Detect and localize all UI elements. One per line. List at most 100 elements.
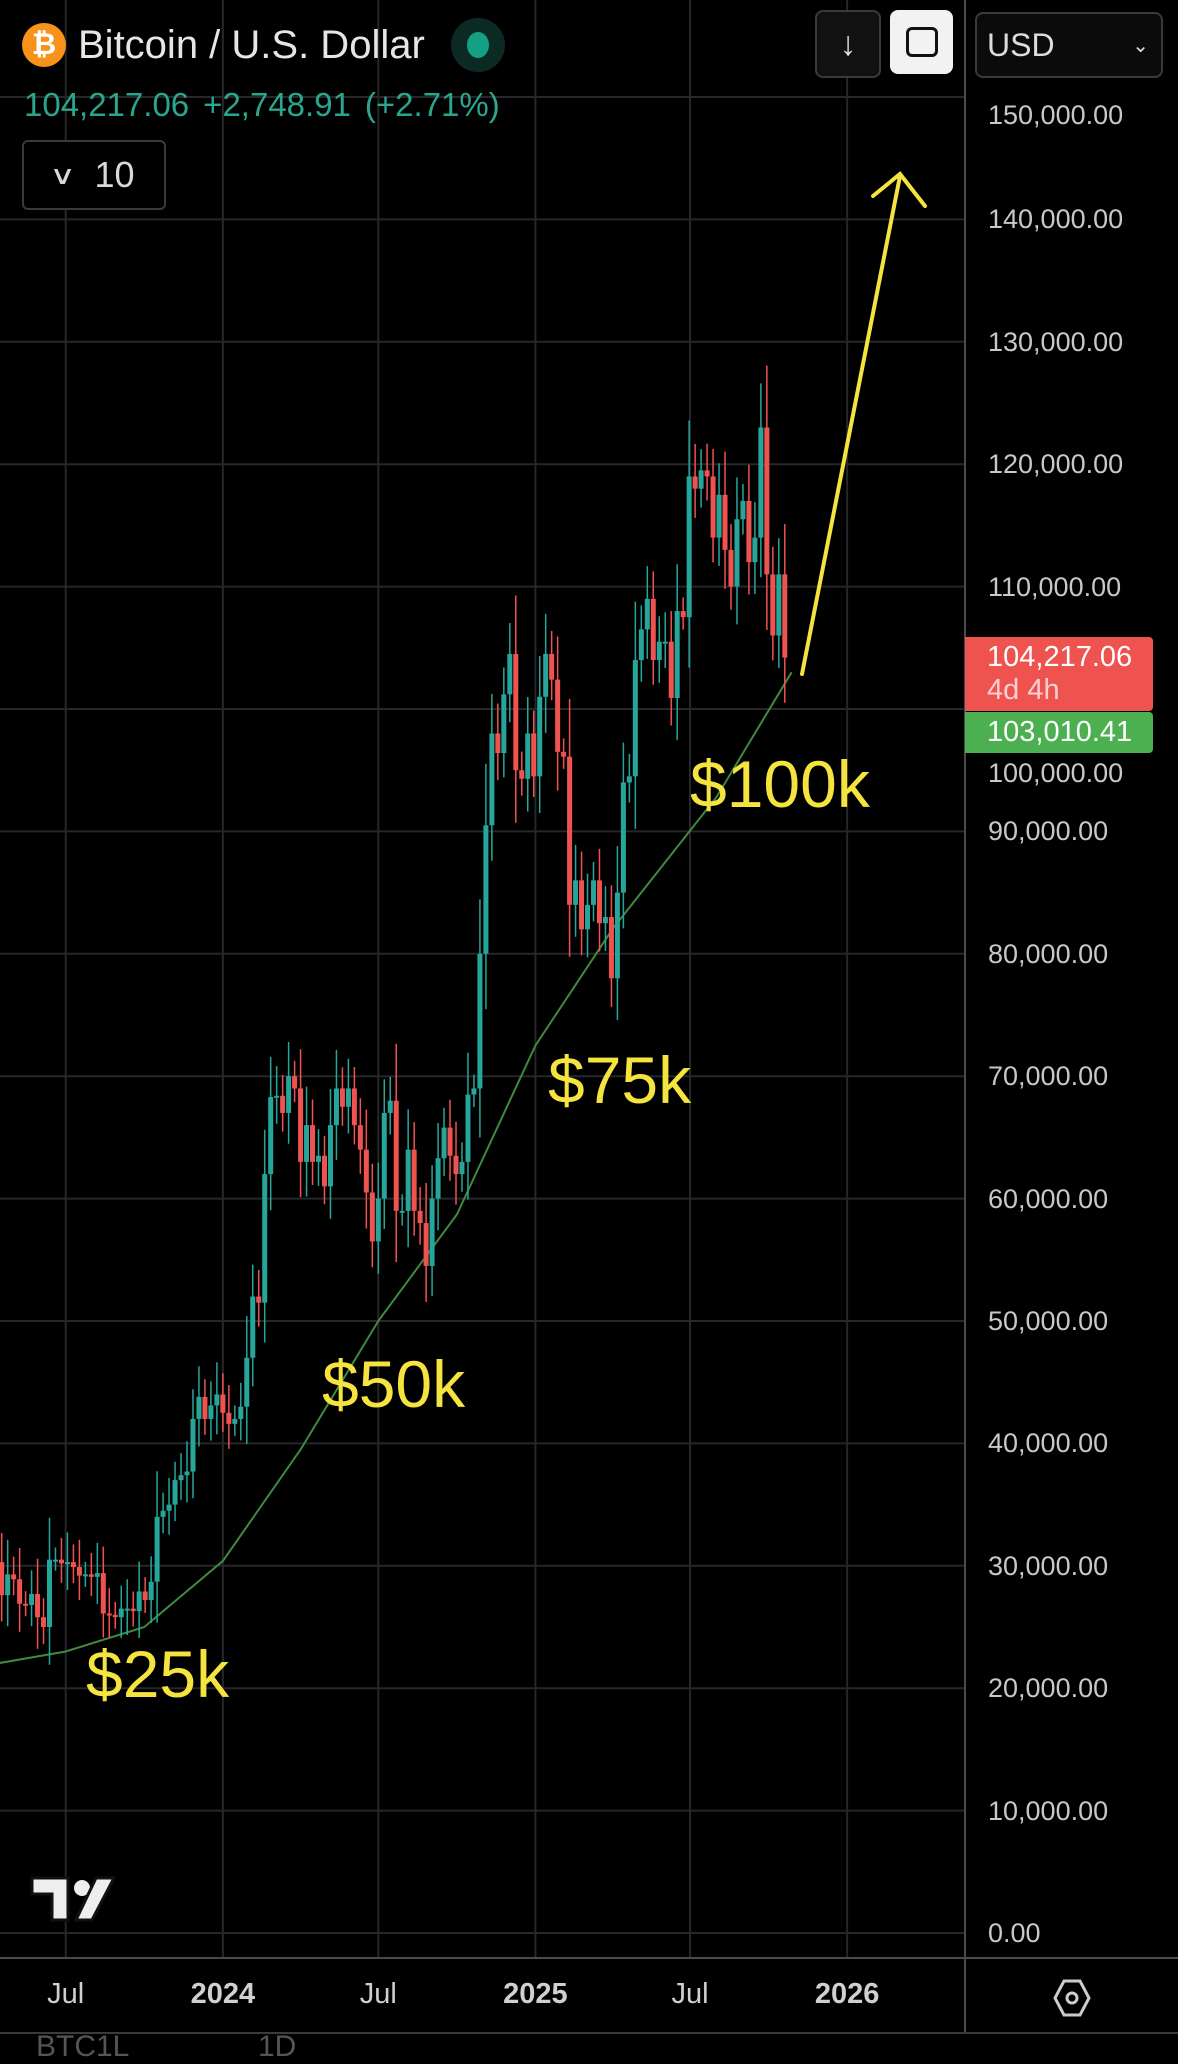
candle-body bbox=[489, 733, 495, 826]
candle-body bbox=[411, 1149, 417, 1211]
candle bbox=[76, 1539, 82, 1601]
indicator-count: 10 bbox=[94, 154, 135, 195]
currency-select[interactable]: USD ⌄ bbox=[975, 12, 1163, 78]
candle bbox=[190, 1389, 196, 1499]
bar-countdown: 4d 4h bbox=[987, 674, 1060, 706]
candle-body bbox=[124, 1608, 130, 1611]
price-tick-label: 0.00 bbox=[988, 1918, 1041, 1948]
candle bbox=[614, 846, 620, 1021]
candle bbox=[758, 383, 764, 578]
candle bbox=[674, 564, 680, 741]
indicators-toggle[interactable]: ∨ 10 bbox=[22, 140, 166, 210]
candle-body bbox=[692, 476, 698, 489]
time-tick-label: Jul bbox=[47, 1978, 85, 2010]
candle bbox=[716, 463, 722, 567]
candle-body bbox=[704, 470, 710, 477]
candle bbox=[52, 1547, 58, 1571]
candle bbox=[244, 1316, 250, 1445]
candle-body bbox=[770, 574, 776, 636]
candle bbox=[280, 1074, 286, 1132]
candle-body bbox=[465, 1094, 471, 1162]
candle bbox=[274, 1066, 280, 1124]
candle-body bbox=[477, 953, 483, 1089]
candle bbox=[166, 1477, 172, 1535]
candle-body bbox=[531, 733, 537, 777]
candle bbox=[268, 1056, 274, 1211]
candle bbox=[11, 1556, 17, 1596]
candle bbox=[154, 1471, 160, 1623]
time-tick-label: Jul bbox=[359, 1978, 397, 2010]
fullscreen-button[interactable] bbox=[890, 10, 953, 74]
candle bbox=[345, 1058, 351, 1134]
price-tick-label: 150,000.00 bbox=[988, 100, 1124, 130]
candle-body bbox=[716, 494, 722, 538]
symbol-header[interactable]: ₿ Bitcoin / U.S. Dollar bbox=[22, 18, 505, 72]
candle-body bbox=[495, 733, 501, 754]
candle bbox=[537, 656, 543, 813]
candle-body bbox=[280, 1095, 286, 1113]
download-button[interactable]: ↓ bbox=[815, 10, 881, 78]
candle bbox=[447, 1099, 453, 1181]
candle bbox=[441, 1107, 447, 1177]
candle-body bbox=[23, 1603, 29, 1606]
tradingview-logo[interactable] bbox=[30, 1876, 116, 1924]
candle bbox=[381, 1079, 387, 1229]
candle bbox=[23, 1591, 29, 1617]
footer-symbol[interactable]: BTC1L bbox=[36, 2030, 130, 2063]
market-status-icon bbox=[450, 18, 505, 72]
candle-body bbox=[590, 880, 596, 905]
candle-body bbox=[596, 880, 602, 924]
candle bbox=[459, 1142, 465, 1192]
candle-body bbox=[178, 1475, 184, 1481]
candle-body bbox=[256, 1296, 262, 1303]
candle-body bbox=[298, 1088, 304, 1162]
candle-body bbox=[381, 1112, 387, 1199]
settings-icon[interactable] bbox=[1052, 1978, 1092, 2018]
bitcoin-icon: ₿ bbox=[22, 23, 66, 67]
annotation-100k: $100k bbox=[690, 747, 870, 821]
candle bbox=[680, 597, 686, 630]
candle-body bbox=[387, 1100, 393, 1113]
candle bbox=[668, 611, 674, 726]
candle-body bbox=[250, 1296, 256, 1358]
candle bbox=[746, 464, 752, 595]
candle-body bbox=[52, 1559, 58, 1562]
candle bbox=[106, 1588, 112, 1638]
candle-body bbox=[310, 1125, 316, 1162]
candle-body bbox=[136, 1591, 142, 1612]
candle bbox=[58, 1537, 64, 1583]
candle bbox=[327, 1089, 333, 1219]
candle-body bbox=[304, 1125, 310, 1162]
candle bbox=[549, 630, 555, 701]
candle-body bbox=[160, 1510, 166, 1517]
candle bbox=[734, 477, 740, 625]
arrow-head bbox=[871, 171, 927, 208]
candle bbox=[561, 738, 567, 769]
candle bbox=[429, 1165, 435, 1296]
candle bbox=[202, 1379, 208, 1435]
candle bbox=[256, 1269, 262, 1327]
candle bbox=[764, 365, 770, 630]
candle bbox=[632, 601, 638, 829]
candle bbox=[178, 1453, 184, 1500]
candle-body bbox=[567, 756, 573, 905]
moving-average bbox=[0, 671, 793, 1664]
candle bbox=[501, 667, 507, 778]
price-tick-label: 80,000.00 bbox=[988, 938, 1109, 969]
footer-interval[interactable]: 1D bbox=[258, 2030, 297, 2063]
candle-body bbox=[375, 1198, 381, 1242]
candle bbox=[608, 885, 614, 1007]
candle-body bbox=[573, 880, 579, 905]
candle-body bbox=[316, 1155, 322, 1162]
candle-body bbox=[226, 1412, 232, 1424]
fullscreen-icon bbox=[905, 27, 938, 57]
candle bbox=[196, 1366, 202, 1447]
candles bbox=[0, 365, 788, 1665]
candle-body bbox=[614, 892, 620, 979]
candle bbox=[411, 1122, 417, 1236]
candle bbox=[573, 844, 579, 937]
candle bbox=[531, 710, 537, 797]
candle bbox=[363, 1109, 369, 1229]
candle-body bbox=[758, 427, 764, 538]
